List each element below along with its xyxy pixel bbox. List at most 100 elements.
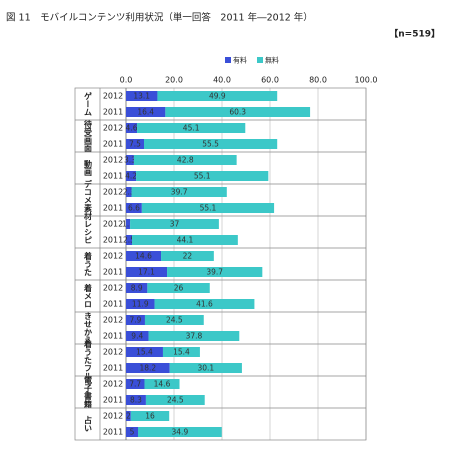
data-label: 15.4 (173, 348, 190, 357)
year-label: 2011 (103, 236, 123, 245)
group-label: 待受画面 (84, 119, 93, 153)
data-label: 55.5 (202, 140, 219, 149)
year-label: 2011 (103, 108, 123, 117)
group-label: 着メロ (84, 283, 93, 308)
data-label: 7.9 (130, 316, 142, 325)
bar-segment (141, 203, 275, 213)
group-label: きせかえ (84, 312, 93, 344)
bar-segment (169, 363, 242, 373)
group-label: レシピ (84, 220, 93, 244)
bar-segment (126, 107, 166, 117)
year-label: 2011 (103, 332, 123, 341)
bar-segment (126, 267, 168, 277)
year-label: 2011 (103, 300, 123, 309)
group-label: デコメ素材 (84, 179, 93, 221)
bar-segment (126, 123, 138, 133)
year-label: 2011 (103, 428, 123, 437)
bar-segment (162, 347, 200, 357)
data-label: 6.6 (128, 204, 140, 213)
data-label: 8.3 (130, 396, 142, 405)
x-tick-label: 100.0 (355, 76, 378, 85)
data-label: 42.8 (177, 156, 194, 165)
bar-segment (126, 251, 162, 261)
bar-segment (126, 91, 158, 101)
x-tick-label: 40.0 (213, 76, 231, 85)
data-label: 7.5 (129, 140, 141, 149)
data-label: 60.3 (229, 108, 246, 117)
year-label: 2012 (103, 284, 123, 293)
data-label: 2 (126, 412, 131, 421)
data-label: 17.1 (138, 268, 155, 277)
bar-segment (144, 139, 278, 149)
data-label: 55.1 (200, 204, 217, 213)
data-label: 37 (170, 220, 180, 229)
bar-segment (126, 379, 145, 389)
x-tick-label: 20.0 (165, 76, 183, 85)
data-label: 49.9 (209, 92, 226, 101)
data-label: 13.1 (133, 92, 150, 101)
data-label: 45.1 (183, 124, 200, 133)
bar-segment (126, 155, 134, 165)
data-label: 1.7 (122, 220, 134, 229)
year-label: 2012 (103, 156, 123, 165)
data-label: 16.4 (137, 108, 154, 117)
data-label: 2.5 (123, 236, 135, 245)
year-label: 2012 (103, 412, 123, 421)
data-label: 9.4 (131, 332, 143, 341)
bar-segment (126, 363, 170, 373)
data-label: 44.1 (177, 236, 194, 245)
bar-segment (126, 219, 131, 229)
legend-swatch (257, 57, 263, 63)
data-label: 16 (145, 412, 155, 421)
year-label: 2011 (103, 172, 123, 181)
bar-segment (130, 411, 170, 421)
data-label: 3.3 (124, 156, 136, 165)
x-tick-label: 0.0 (120, 76, 133, 85)
year-label: 2012 (103, 188, 123, 197)
data-label: 14.6 (135, 252, 152, 261)
year-label: 2011 (103, 140, 123, 149)
data-label: 15.4 (136, 348, 153, 357)
bar-segment (138, 427, 222, 437)
bar-segment (126, 235, 132, 245)
year-label: 2012 (103, 252, 123, 261)
data-label: 11.9 (132, 300, 149, 309)
data-label: 18.2 (139, 364, 156, 373)
bar-segment (131, 187, 227, 197)
data-label: 39.7 (206, 268, 223, 277)
x-tick-label: 80.0 (309, 76, 327, 85)
bar-segment (126, 171, 137, 181)
bar-segment (126, 299, 155, 309)
bar-segment (154, 299, 255, 309)
bar-segment (148, 331, 240, 341)
year-label: 2012 (103, 124, 123, 133)
data-label: 5 (130, 428, 135, 437)
bar-segment (126, 427, 138, 437)
bar-segment (126, 203, 142, 213)
data-label: 41.6 (196, 300, 213, 309)
group-label: 電子書籍 (84, 375, 93, 409)
data-label: 2.3 (123, 188, 135, 197)
year-label: 2011 (103, 396, 123, 405)
bar-segment (126, 331, 149, 341)
data-label: 14.6 (154, 380, 171, 389)
bar-segment (130, 219, 219, 229)
bar-segment (161, 251, 214, 261)
chart-title: 図 11 モバイルコンテンツ利用状況（単一回答 2011 年―2012 年） (6, 12, 313, 24)
data-label: 7.7 (129, 380, 141, 389)
data-label: 26 (174, 284, 184, 293)
bar-segment (157, 91, 278, 101)
year-label: 2012 (103, 380, 123, 389)
group-label: 占い (84, 415, 93, 432)
bar-segment (126, 395, 146, 405)
data-label: 22 (183, 252, 193, 261)
bar-segment (132, 235, 238, 245)
data-label: 8.9 (131, 284, 143, 293)
year-label: 2012 (103, 348, 123, 357)
bar-segment (147, 283, 210, 293)
data-label: 24.5 (166, 316, 183, 325)
data-label: 24.5 (167, 396, 184, 405)
year-label: 2011 (103, 204, 123, 213)
bar-segment (144, 315, 204, 325)
legend-swatch (225, 57, 231, 63)
